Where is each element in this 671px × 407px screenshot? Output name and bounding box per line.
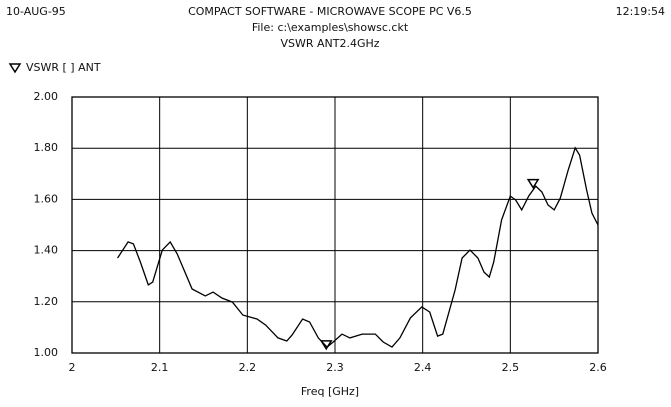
marker	[526, 178, 540, 190]
y-tick-label: 1.60	[34, 192, 59, 205]
x-tick-label: 2	[69, 361, 76, 374]
y-tick-label: 1.40	[34, 244, 59, 257]
x-tick-label: 2.6	[589, 361, 607, 374]
marker	[319, 340, 333, 351]
legend-symbol	[8, 63, 22, 74]
x-tick-label: 2.1	[151, 361, 169, 374]
y-tick-label: 2.00	[34, 90, 59, 103]
y-tick-label: 1.00	[34, 346, 59, 359]
legend-label: VSWR [ ] ANT	[26, 61, 101, 74]
x-axis-label: Freq [GHz]	[301, 385, 359, 398]
y-tick-label: 1.20	[34, 295, 59, 308]
chart-title: COMPACT SOFTWARE - MICROWAVE SCOPE PC V6…	[188, 5, 472, 18]
chart-subtitle: VSWR ANT2.4GHz	[280, 37, 379, 50]
x-tick-label: 2.2	[239, 361, 257, 374]
time: 12:19:54	[616, 5, 665, 18]
y-tick-label: 1.80	[34, 141, 59, 154]
x-tick-label: 2.3	[326, 361, 344, 374]
x-tick-label: 2.4	[414, 361, 432, 374]
data-line	[117, 146, 599, 348]
x-tick-label: 2.5	[502, 361, 520, 374]
date: 10-AUG-95	[6, 5, 66, 18]
chart-subtitle: File: c:\examples\showsc.ckt	[252, 21, 409, 34]
